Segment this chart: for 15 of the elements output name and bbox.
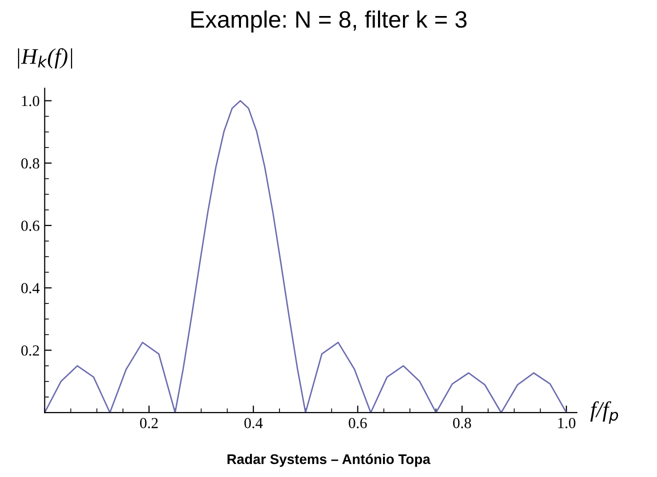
y-tick-label: 0.4 [21,282,40,294]
y-tick-label: 0.6 [21,220,40,231]
x-tick-label: 0.4 [244,418,263,428]
y-tick-label: 0.8 [21,158,40,169]
line-series [44,100,568,413]
x-tick-label: 0.2 [140,418,158,428]
y-tick-label: 1.0 [22,96,40,106]
x-tick-label: 1.0 [558,418,576,428]
x-axis-title: f/f$_{p}$ [590,401,618,424]
x-tick-label: 0.6 [348,418,367,428]
chart-title: Example: N = 8, filter k = 3 [191,10,467,32]
y-axis-title: |H$_{k}$(f)| [18,48,72,69]
text: Radar Systems – António Topa [228,454,430,467]
y-tick-label: 0.2 [21,345,39,356]
x-tick-label: 0.8 [453,418,472,428]
